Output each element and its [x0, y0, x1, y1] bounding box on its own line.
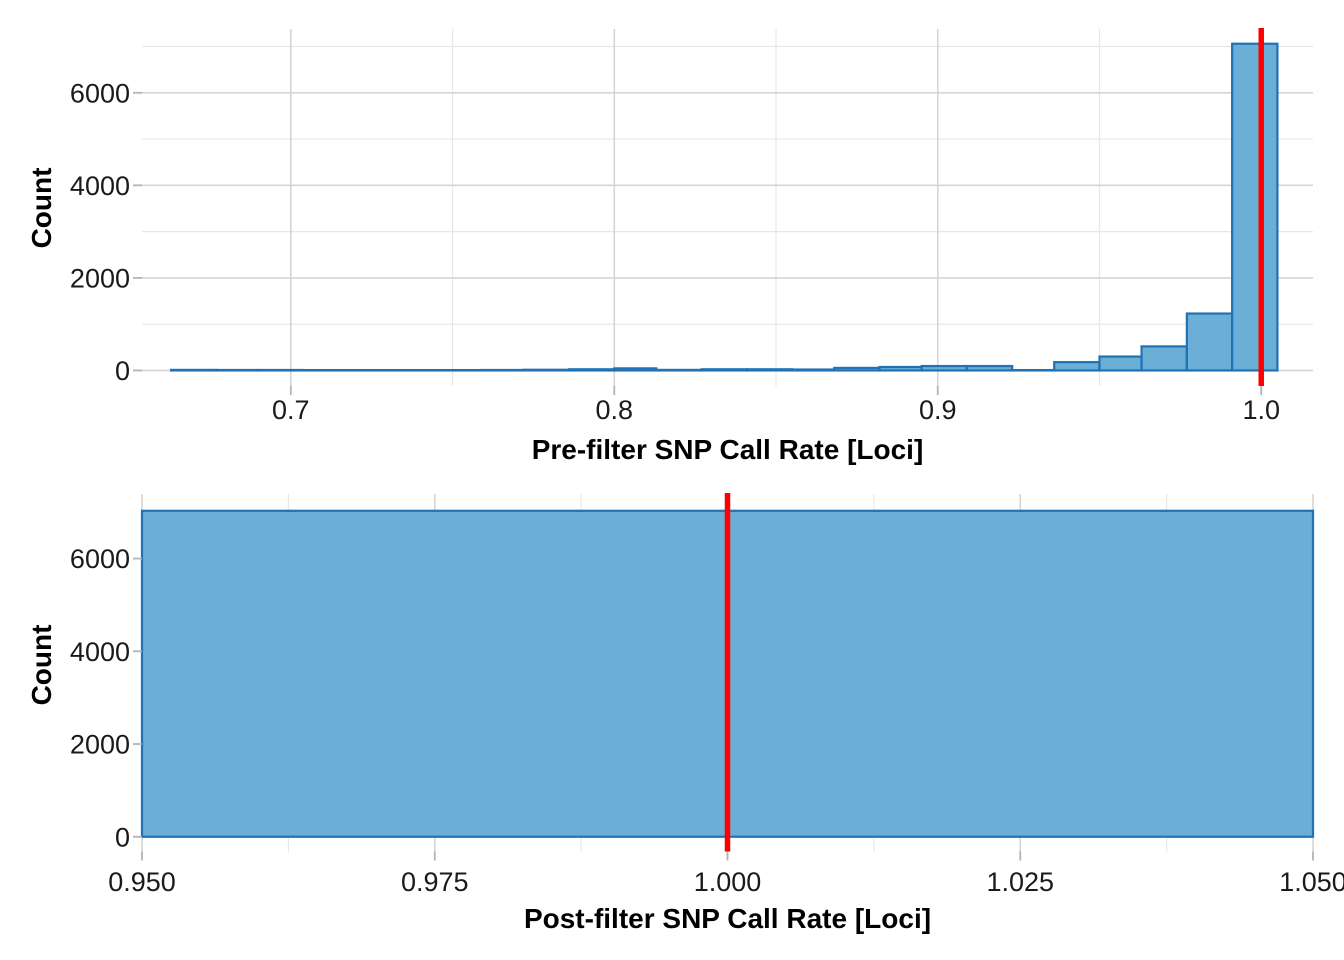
x-tick-label: 0.9: [919, 395, 957, 425]
histogram-bar: [1185, 312, 1234, 372]
x-tick-label: 1.0: [1242, 395, 1280, 425]
histogram-bar: [655, 368, 703, 372]
y-tick-label: 2000: [70, 730, 130, 760]
histogram-bar: [613, 367, 658, 372]
histogram-bar: [1231, 42, 1279, 372]
histogram-bar: [878, 365, 923, 372]
histogram-bar: [1053, 361, 1101, 372]
histogram-bar: [522, 368, 571, 372]
x-tick-label: 1.000: [694, 867, 762, 897]
y-tick-label: 4000: [70, 171, 130, 201]
histogram-bar: [965, 364, 1014, 372]
post-filter-x-axis-title: Post-filter SNP Call Rate [Loci]: [523, 903, 932, 934]
x-tick-label: 0.950: [108, 867, 176, 897]
x-tick-label: 0.975: [401, 867, 469, 897]
x-tick-label: 1.025: [986, 867, 1054, 897]
pre-filter-x-axis-title: Pre-filter SNP Call Rate [Loci]: [531, 434, 924, 465]
histogram-bar: [1140, 345, 1188, 372]
y-tick-label: 2000: [70, 263, 130, 293]
histogram-bar: [170, 368, 218, 372]
histogram-bar: [920, 364, 968, 372]
y-tick-label: 0: [115, 356, 130, 386]
histogram-bar: [745, 368, 794, 372]
y-tick-label: 4000: [70, 637, 130, 667]
histogram-bar: [791, 368, 836, 372]
y-tick-label: 6000: [70, 544, 130, 574]
y-tick-label: 6000: [70, 78, 130, 108]
histogram-bar: [700, 368, 749, 372]
x-tick-label: 1.050: [1279, 867, 1344, 897]
x-tick-label: 0.7: [272, 395, 310, 425]
histogram-bar: [567, 368, 616, 372]
histogram-bar: [833, 366, 881, 372]
y-tick-label: 0: [115, 822, 130, 852]
x-tick-label: 0.8: [596, 395, 634, 425]
histogram-bar: [1098, 355, 1143, 372]
